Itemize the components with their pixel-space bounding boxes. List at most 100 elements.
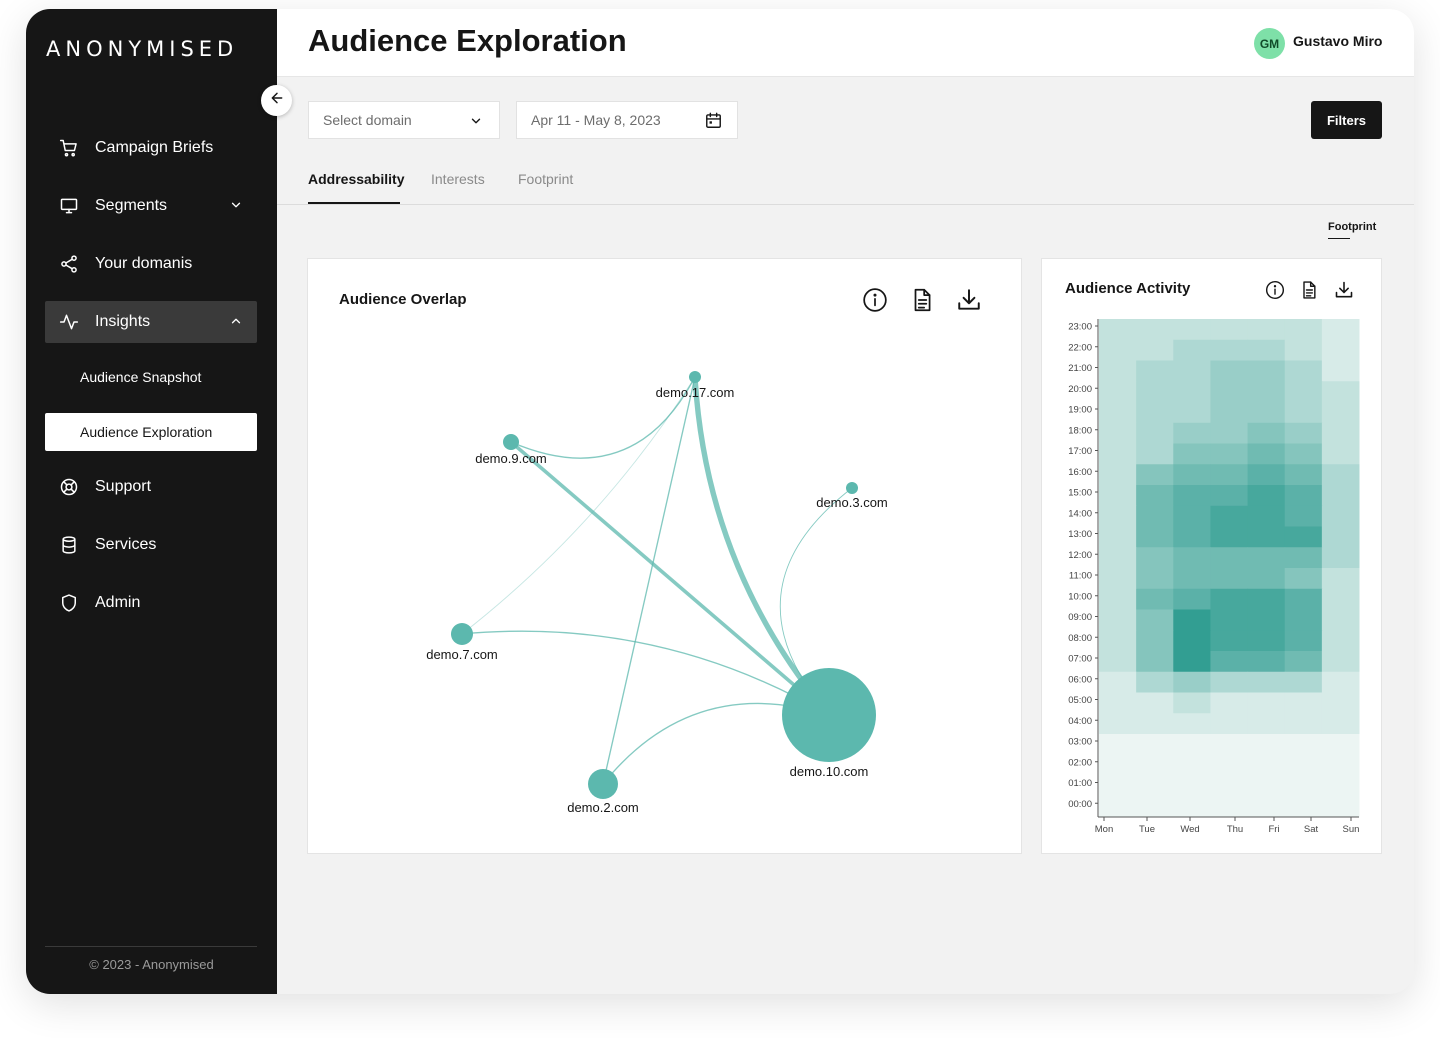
network-node[interactable] (782, 668, 876, 762)
date-range-picker[interactable]: Apr 11 - May 8, 2023 (516, 101, 738, 139)
heatmap-cell (1321, 526, 1360, 548)
heatmap-cell (1284, 422, 1323, 444)
heatmap-cell (1284, 609, 1323, 631)
heatmap-cell (1136, 588, 1174, 610)
heatmap-cell (1210, 775, 1249, 797)
avatar[interactable]: GM (1254, 28, 1285, 59)
download-icon[interactable] (1331, 277, 1357, 303)
heatmap-cell (1136, 464, 1174, 486)
heatmap-cell (1321, 630, 1360, 652)
y-tick-label: 14:00 (1068, 508, 1092, 519)
sidebar-item-support[interactable]: Support (45, 466, 257, 508)
y-tick-label: 21:00 (1068, 363, 1092, 374)
sidebar-item-label: Services (95, 536, 157, 553)
heatmap-cell (1247, 443, 1286, 465)
page-title: Audience Exploration (308, 23, 627, 58)
heatmap-cell (1321, 443, 1360, 465)
heatmap-cell (1284, 630, 1323, 652)
y-tick-label: 15:00 (1068, 488, 1092, 499)
footprint-link[interactable]: Footprint (1328, 221, 1377, 233)
network-node[interactable] (846, 482, 858, 494)
heatmap-cell (1099, 319, 1137, 341)
network-edge (602, 376, 696, 785)
heatmap-cell (1173, 360, 1211, 382)
heatmap-cell (1099, 568, 1137, 590)
heatmap-cell (1099, 734, 1137, 756)
heatmap-cell (1247, 692, 1286, 714)
document-icon[interactable] (1296, 277, 1322, 303)
sidebar-item-services[interactable]: Services (45, 524, 257, 566)
heatmap-cell (1173, 422, 1211, 444)
heatmap-cell (1136, 568, 1174, 590)
heatmap-cell (1210, 505, 1249, 527)
sidebar-subitem-audience-exploration[interactable]: Audience Exploration (45, 413, 257, 451)
heatmap-cell (1136, 319, 1174, 341)
network-node[interactable] (588, 769, 618, 799)
network-node[interactable] (503, 434, 519, 450)
sidebar-item-admin[interactable]: Admin (45, 582, 257, 624)
audience-overlap-card: Audience Overlap demo.17.com demo.9.com de… (307, 258, 1022, 854)
tab-addressability[interactable]: Addressability (308, 171, 405, 187)
heatmap-cell (1247, 671, 1286, 693)
y-tick-label: 23:00 (1068, 322, 1092, 333)
heatmap-cell (1247, 360, 1286, 382)
heatmap-cell (1284, 588, 1323, 610)
heatmap-cell (1321, 775, 1360, 797)
tab-footprint[interactable]: Footprint (518, 171, 574, 187)
network-node[interactable] (451, 623, 473, 645)
y-tick-label: 02:00 (1068, 757, 1092, 768)
activity-icon (59, 312, 79, 332)
tab-interests[interactable]: Interests (431, 171, 485, 187)
sidebar-item-your-domains[interactable]: Your domanis (45, 243, 257, 285)
heatmap-cell (1099, 713, 1137, 735)
y-tick-label: 06:00 (1068, 674, 1092, 685)
filters-button[interactable]: Filters (1311, 101, 1382, 139)
network-node-label: demo.17.com (656, 385, 735, 400)
heatmap-cell (1321, 671, 1360, 693)
download-icon[interactable] (956, 287, 982, 313)
sidebar-item-campaign-briefs[interactable]: Campaign Briefs (45, 127, 257, 169)
calendar-icon (704, 111, 723, 133)
heatmap-cell (1099, 381, 1137, 403)
heatmap-cell (1247, 526, 1286, 548)
heatmap-cell (1247, 381, 1286, 403)
heatmap-cell (1136, 547, 1174, 569)
heatmap-cell (1099, 443, 1137, 465)
heatmap-cell (1284, 360, 1323, 382)
heatmap-cell (1099, 360, 1137, 382)
heatmap-cell (1099, 547, 1137, 569)
heatmap-cell (1210, 754, 1249, 776)
document-icon[interactable] (909, 287, 935, 313)
y-tick-label: 12:00 (1068, 550, 1092, 561)
heatmap-cell (1247, 402, 1286, 424)
heatmap-cell (1099, 485, 1137, 507)
info-icon[interactable] (1262, 277, 1288, 303)
heatmap-cell (1099, 692, 1137, 714)
y-tick-label: 00:00 (1068, 799, 1092, 810)
audience-activity-card: Audience Activity 23:00 22:00 21:00 20:00 19… (1041, 258, 1382, 854)
heatmap-cell (1173, 339, 1211, 361)
user-name[interactable]: Gustavo Miro (1293, 33, 1383, 49)
heatmap-cell (1173, 588, 1211, 610)
y-tick-label: 19:00 (1068, 405, 1092, 416)
heatmap-cell (1099, 588, 1137, 610)
sidebar-item-label: Insights (95, 313, 151, 330)
heatmap-cell (1173, 796, 1211, 818)
heatmap-cell (1099, 505, 1137, 527)
collapse-sidebar-button[interactable] (261, 85, 292, 116)
heatmap-cell (1284, 485, 1323, 507)
cart-icon (59, 138, 79, 158)
info-icon[interactable] (862, 287, 888, 313)
network-node[interactable] (689, 371, 701, 383)
heatmap-cell (1321, 713, 1360, 735)
sidebar-item-insights[interactable]: Insights (45, 301, 257, 343)
heatmap-cell (1321, 568, 1360, 590)
heatmap-cell (1321, 360, 1360, 382)
heatmap-cell (1210, 339, 1249, 361)
sidebar-subitem-audience-snapshot[interactable]: Audience Snapshot (45, 358, 257, 396)
audience-overlap-network: demo.17.com demo.9.com demo.3.com demo.7.co… (426, 371, 888, 815)
heatmap-cell (1173, 547, 1211, 569)
sidebar-item-segments[interactable]: Segments (45, 185, 257, 227)
domain-select[interactable]: Select domain (308, 101, 500, 139)
heatmap-cell (1173, 505, 1211, 527)
